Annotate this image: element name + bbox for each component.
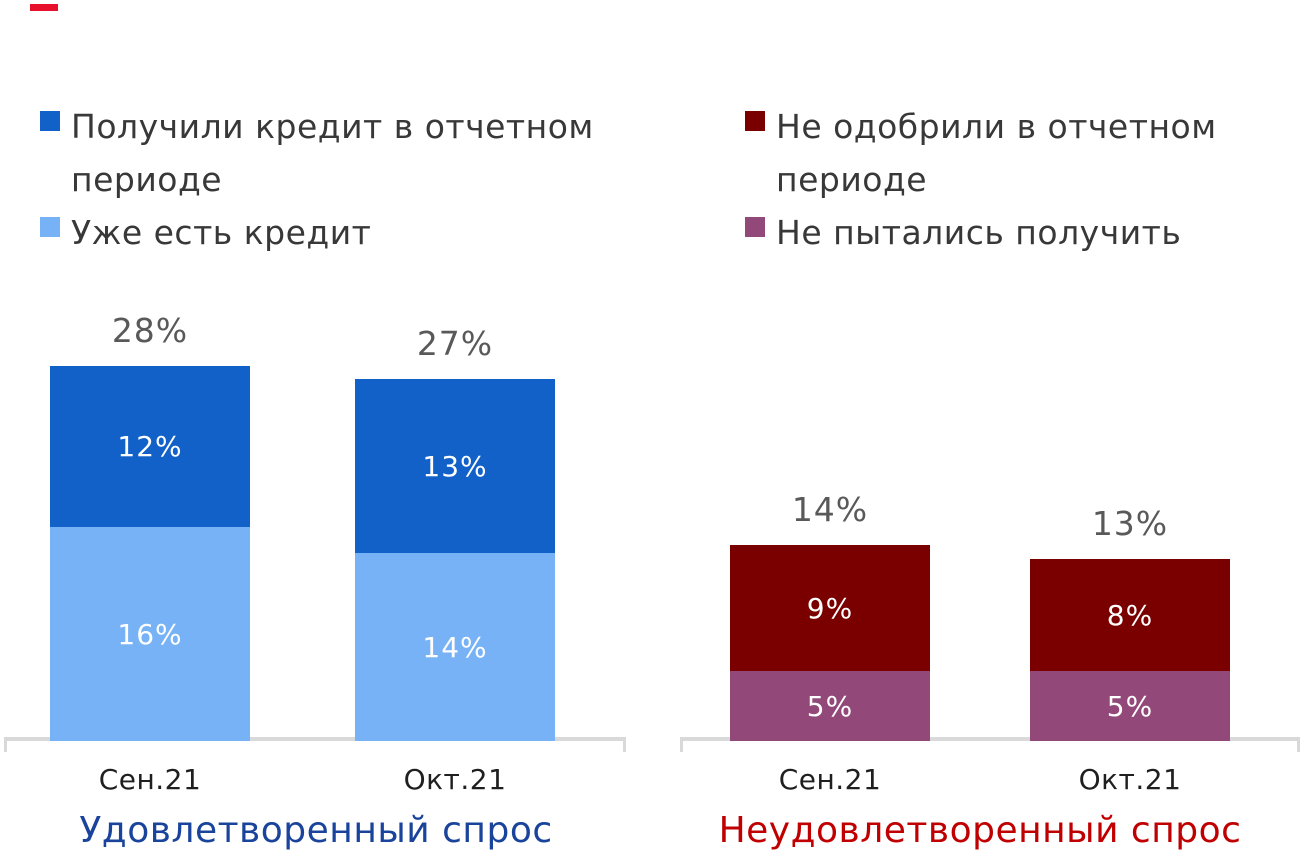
bar-total-label: 27% [416, 324, 494, 363]
brand-mark [30, 4, 58, 11]
segment-value-label: 12% [117, 430, 183, 463]
axis-tick [680, 737, 683, 752]
legend-label: Не одобрили в отчетном периоде [776, 107, 1217, 200]
legend-label: Не пытались получить [776, 213, 1182, 252]
axis-tick [4, 737, 7, 752]
bar-total-label: 28% [111, 311, 189, 350]
bar-segment-got-credit: 13% [355, 379, 555, 553]
segment-value-label: 13% [422, 449, 488, 483]
category-label-oct21: Окт.21 [403, 763, 507, 796]
legend-color-swatch [745, 217, 765, 237]
bar-segment-did-not-try: 5% [1030, 671, 1230, 741]
legend-item-not-approved: Не одобрили в отчетном периоде [745, 100, 1281, 207]
legend-item-already-has-credit: Уже есть кредит [40, 206, 651, 259]
segment-value-label: 16% [117, 617, 183, 651]
x-axis-line-right [680, 737, 1300, 752]
axis-tick [623, 737, 626, 752]
legend-color-swatch [40, 111, 60, 131]
legend-item-did-not-try: Не пытались получить [745, 206, 1281, 259]
bar-segment-did-not-try: 5% [730, 671, 930, 741]
legend-color-swatch [745, 111, 765, 131]
x-axis-line-left [4, 737, 626, 752]
category-label-sep21: Сен.21 [778, 763, 882, 796]
legend-label: Получили кредит в отчетном периоде [71, 107, 594, 200]
category-label-sep21: Сен.21 [98, 763, 202, 796]
bar-segment-already-has: 16% [50, 527, 250, 741]
segment-value-label: 5% [1106, 689, 1154, 723]
bar-segment-not-approved: 8% [1030, 559, 1230, 671]
category-label-oct21: Окт.21 [1078, 763, 1182, 796]
bar-total-label: 14% [791, 490, 869, 529]
bar-segment-not-approved: 9% [730, 545, 930, 671]
unsatisfied-demand-title: Неудовлетворенный спрос [718, 810, 1242, 851]
legend-item-got-credit: Получили кредит в отчетном периоде [40, 100, 651, 207]
bar-unsatisfied-oct21: 13% 8% 5% [1030, 504, 1230, 741]
legend-color-swatch [40, 217, 60, 237]
bar-segment-already-has: 14% [355, 553, 555, 741]
axis-tick [1297, 737, 1300, 752]
bar-satisfied-sep21: 28% 12% 16% [50, 311, 250, 741]
segment-value-label: 8% [1106, 598, 1154, 632]
bar-unsatisfied-sep21: 14% 9% 5% [730, 490, 930, 741]
satisfied-demand-title: Удовлетворенный спрос [79, 810, 553, 851]
legend-label: Уже есть кредит [71, 213, 372, 252]
bar-total-label: 13% [1091, 504, 1169, 543]
bar-satisfied-oct21: 27% 13% 14% [355, 324, 555, 741]
segment-value-label: 14% [422, 630, 488, 664]
segment-value-label: 5% [806, 689, 854, 723]
bar-segment-got-credit: 12% [50, 366, 250, 527]
segment-value-label: 9% [806, 591, 854, 625]
